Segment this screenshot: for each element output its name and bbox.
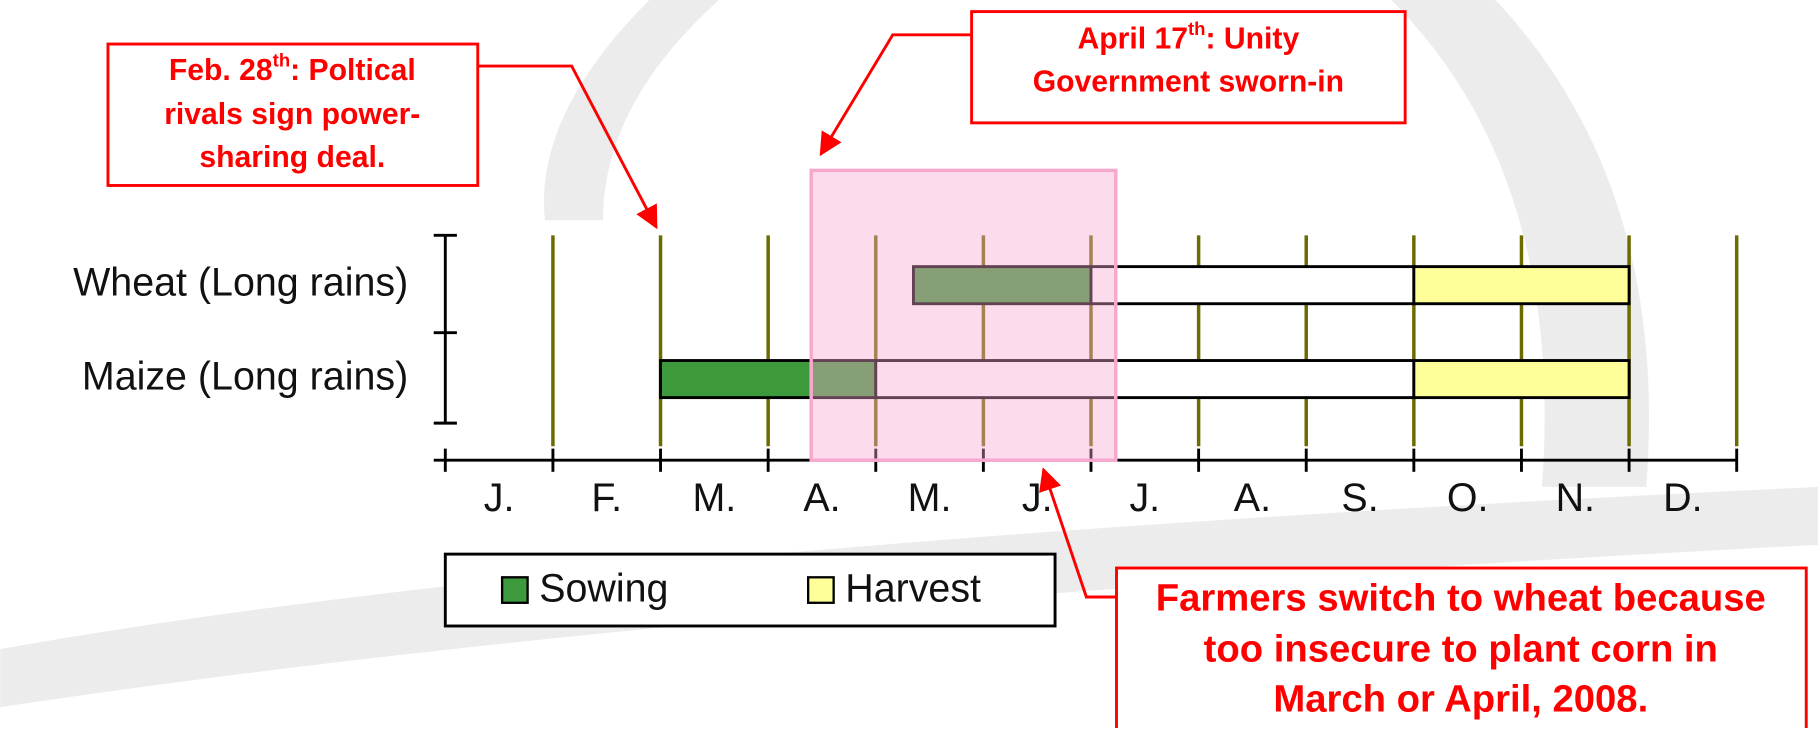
x-tick-label: O. bbox=[1447, 476, 1489, 520]
legend-swatch bbox=[806, 576, 835, 604]
annotation-text: too insecure to plant corn in bbox=[1204, 628, 1718, 671]
bar-segment bbox=[911, 265, 1093, 306]
annotation-span: too insecure to plant corn in bbox=[1204, 628, 1718, 671]
x-tick-label: M. bbox=[908, 476, 952, 520]
x-tick-label: A. bbox=[1234, 476, 1271, 520]
annotation-span: : Poltical bbox=[290, 54, 416, 87]
annotation-text: sharing deal. bbox=[199, 141, 385, 174]
legend-box bbox=[443, 552, 1057, 628]
highlight-region bbox=[809, 168, 1118, 462]
x-tick-label: S. bbox=[1341, 476, 1378, 520]
x-tick-label: M. bbox=[692, 476, 736, 520]
bar-segment bbox=[1089, 265, 1416, 306]
x-tick-label: F. bbox=[591, 476, 622, 520]
legend-label: Sowing bbox=[539, 567, 668, 611]
annotation-text: Government sworn-in bbox=[1033, 65, 1344, 98]
bar-segment bbox=[874, 359, 1416, 400]
x-tick-label: N. bbox=[1556, 476, 1595, 520]
annotation-span: rivals sign power- bbox=[164, 98, 420, 131]
x-tick-label: D. bbox=[1663, 476, 1702, 520]
x-tick-label: J. bbox=[1129, 476, 1160, 520]
x-tick-label: J. bbox=[1022, 476, 1053, 520]
annotation-span: Feb. 28 bbox=[169, 54, 273, 87]
bar-segment bbox=[659, 359, 878, 400]
row-label: Maize (Long rains) bbox=[82, 354, 408, 398]
annotation-span: : Unity bbox=[1206, 23, 1300, 56]
row-label: Wheat (Long rains) bbox=[73, 261, 408, 305]
annotation-text: rivals sign power- bbox=[164, 98, 420, 131]
annotation-span: April 17 bbox=[1078, 23, 1189, 56]
annotation-text: Feb. 28th: Poltical bbox=[169, 49, 416, 87]
annotation-shapes bbox=[106, 10, 1808, 732]
annotation-text: March or April, 2008. bbox=[1273, 677, 1648, 720]
x-tick-label: A. bbox=[803, 476, 840, 520]
annotation-span: Farmers switch to wheat because bbox=[1156, 577, 1766, 620]
annotation-text: April 17th: Unity bbox=[1078, 18, 1300, 56]
x-tick-label: J. bbox=[484, 476, 515, 520]
annotation-span: Government sworn-in bbox=[1033, 65, 1344, 98]
bar-segment bbox=[1412, 359, 1631, 400]
legend-label: Harvest bbox=[845, 567, 981, 611]
bar-segment bbox=[1412, 265, 1631, 306]
annotation-span: th bbox=[1188, 18, 1206, 39]
annotation-text: Farmers switch to wheat because bbox=[1156, 577, 1766, 620]
annotation-span: th bbox=[273, 49, 290, 70]
legend-swatch bbox=[500, 576, 529, 604]
annotation-span: sharing deal. bbox=[199, 141, 385, 174]
annotation-span: March or April, 2008. bbox=[1273, 677, 1648, 720]
